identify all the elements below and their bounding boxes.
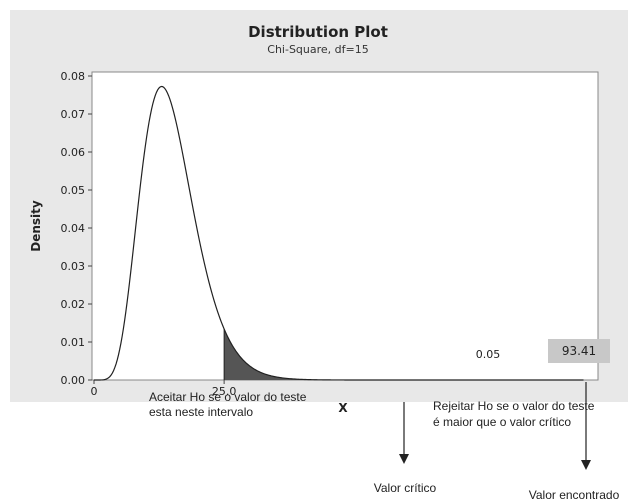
y-axis-label: Density [29, 200, 43, 252]
y-tick-label: 0.02 [61, 298, 86, 311]
y-tick-label: 0.04 [61, 222, 86, 235]
observed-arrow-head [581, 460, 591, 470]
y-tick-label: 0.00 [61, 374, 86, 387]
chart-subtitle: Chi-Square, df=15 [267, 43, 368, 56]
accept-note-line1: Aceitar Ho se o valor do teste [149, 390, 307, 404]
tail-area-label: 0.05 [476, 348, 501, 361]
y-tick-label: 0.05 [61, 184, 86, 197]
observed-value-box [548, 339, 610, 363]
x-axis-ticks: 0 25.0 [91, 380, 237, 398]
observed-value-label: Valor encontrado [529, 488, 620, 502]
density-curve [94, 85, 584, 381]
y-tick-label: 0.07 [61, 108, 86, 121]
x-tick-label: 0 [91, 385, 98, 398]
y-tick-label: 0.06 [61, 146, 86, 159]
reject-note-line1: Rejeitar Ho se o valor do teste [433, 399, 595, 413]
accept-note-line2: esta neste intervalo [149, 405, 253, 419]
rejection-tail-area [224, 328, 584, 380]
reject-note-line2: é maior que o valor crítico [433, 415, 571, 429]
plot-area [91, 71, 599, 381]
observed-value-text: 93.41 [562, 344, 596, 358]
x-axis-label: X [338, 401, 348, 415]
y-tick-label: 0.08 [61, 70, 86, 83]
y-tick-label: 0.01 [61, 336, 86, 349]
x-tick-label: 25.0 [212, 385, 237, 398]
y-tick-label: 0.03 [61, 260, 86, 273]
critical-value-label: Valor crítico [374, 481, 437, 495]
critical-arrow-head [399, 454, 409, 464]
chart-title: Distribution Plot [248, 23, 388, 41]
y-axis-ticks: 0.00 0.01 0.02 0.03 0.04 0.05 0.06 0.07 0.08 [61, 70, 92, 387]
